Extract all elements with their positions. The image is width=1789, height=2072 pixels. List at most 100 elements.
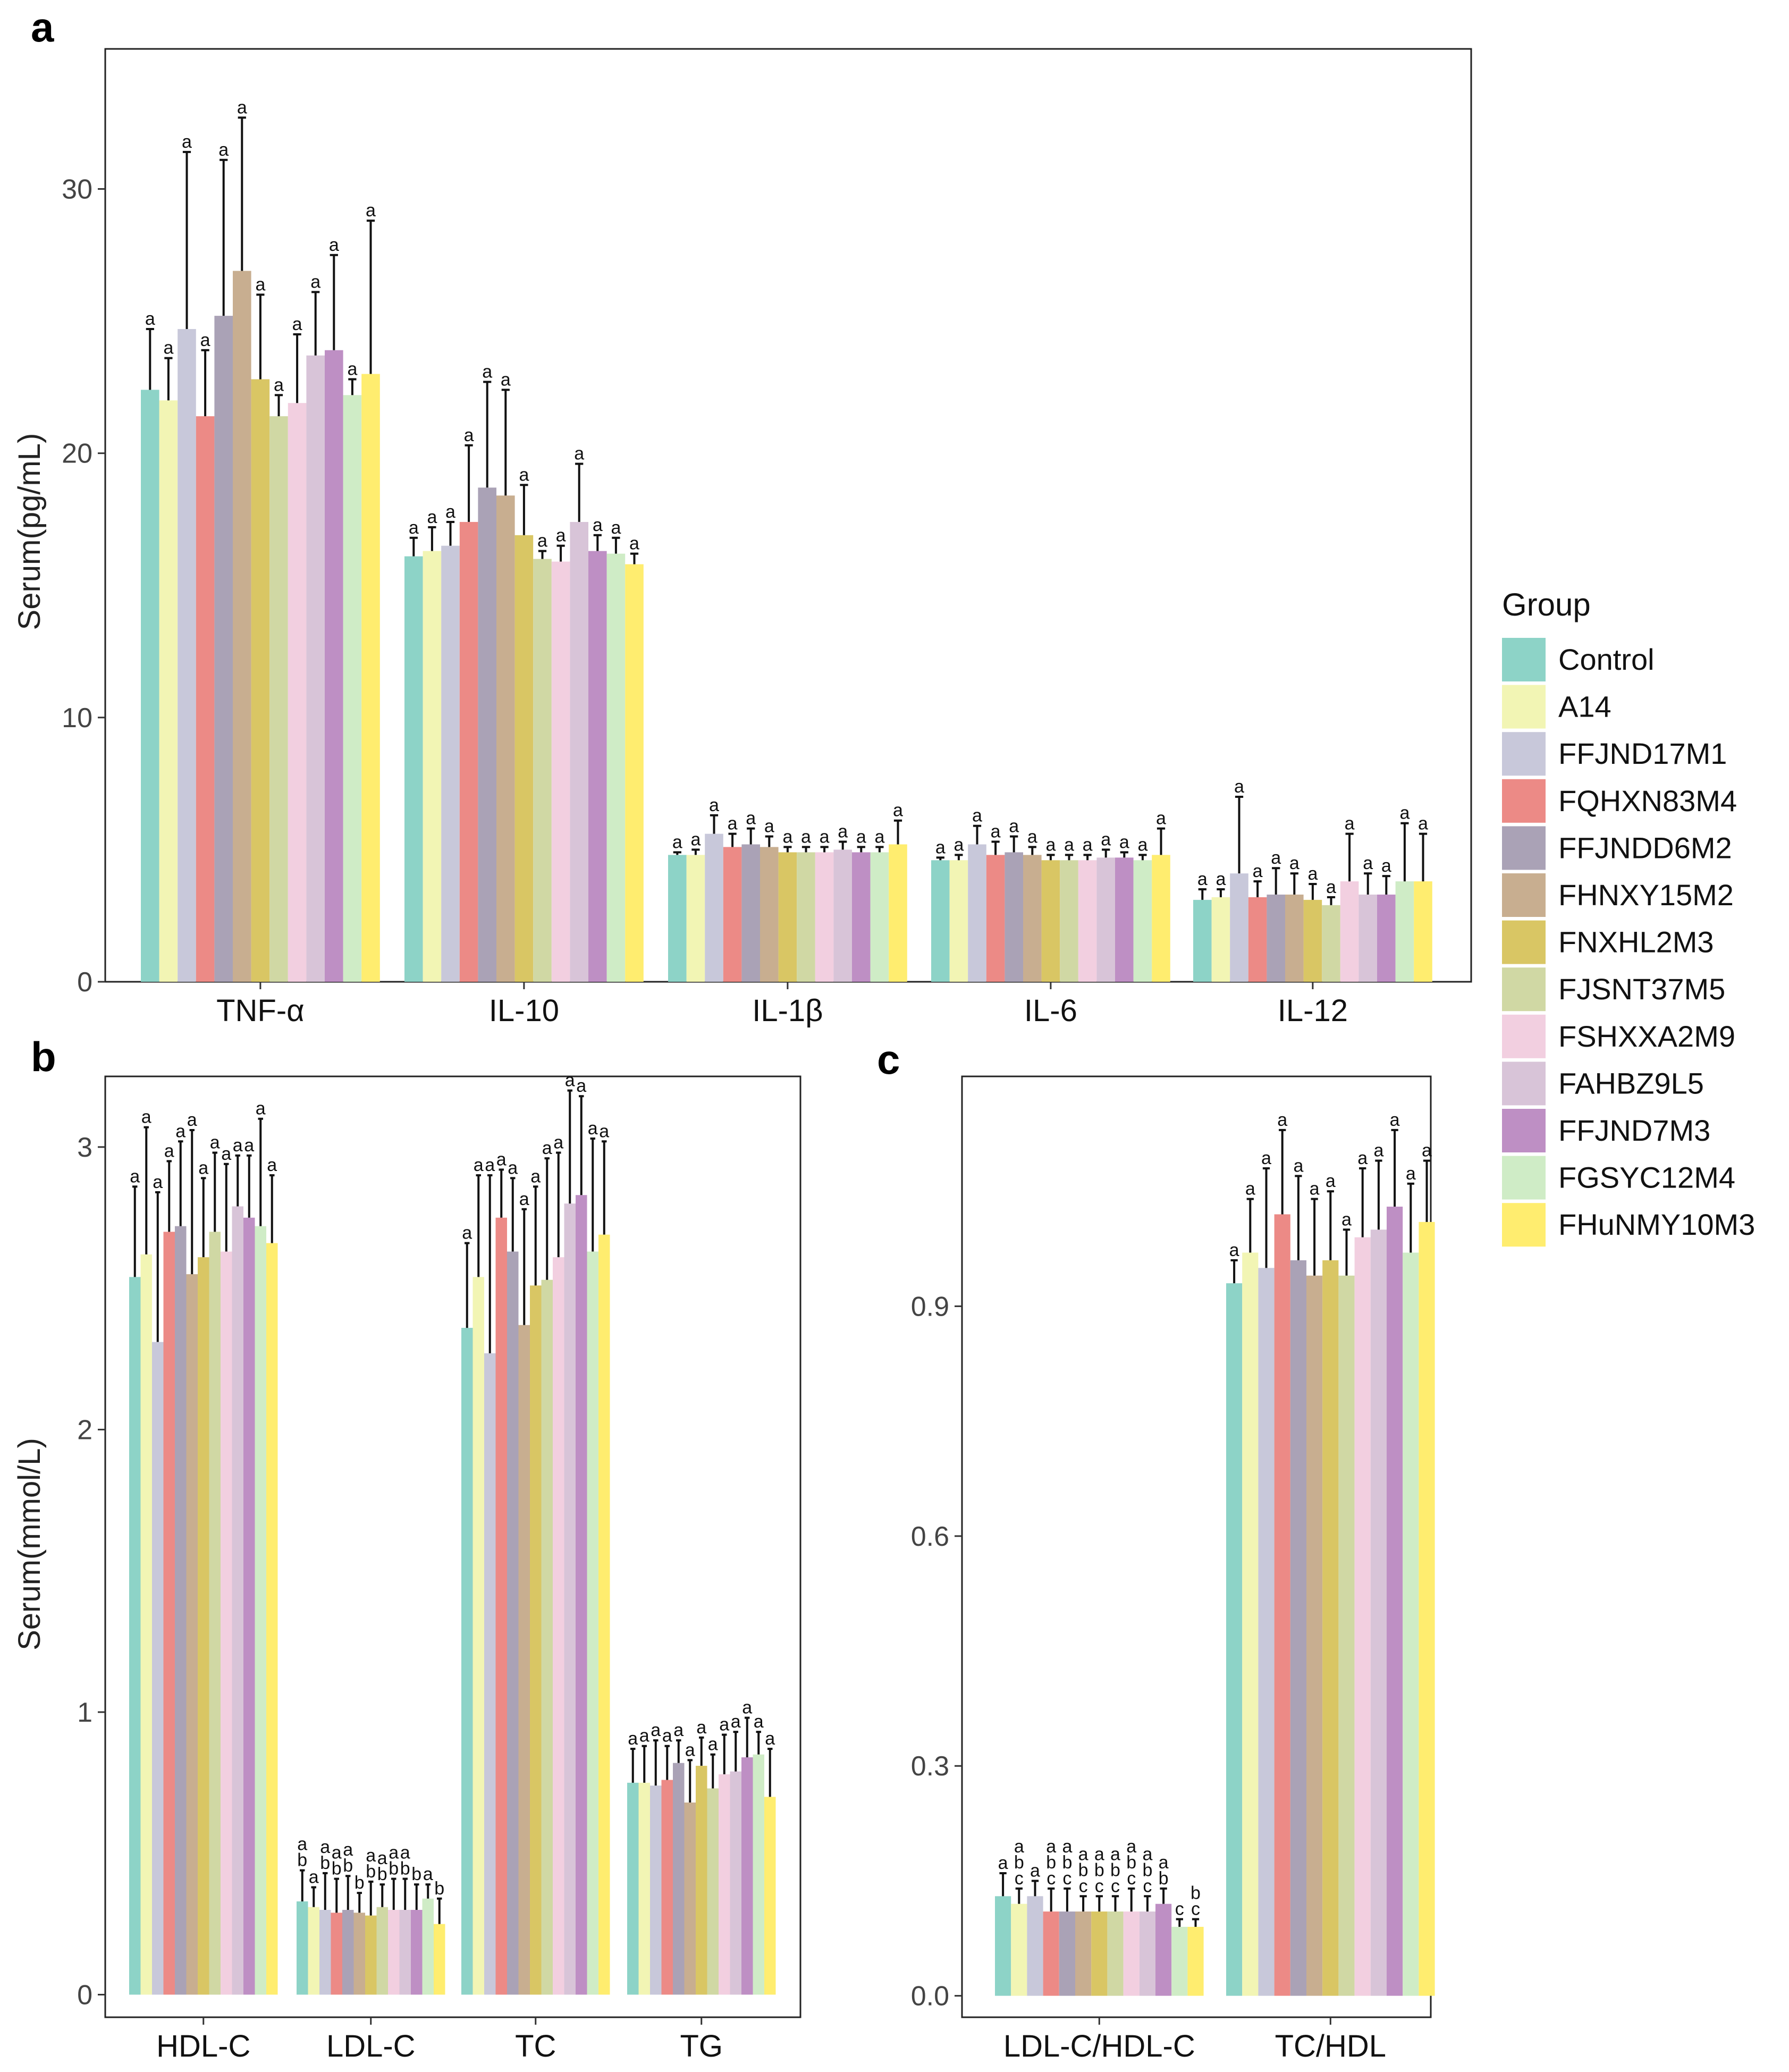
panel-a-significance-letter: a (255, 274, 265, 294)
panel-c-significance-letter: c (1175, 1899, 1184, 1919)
panel-a-significance-letter: a (1381, 856, 1391, 876)
panel-c-significance-letter: a (1062, 1837, 1072, 1857)
legend-title: Group (1502, 587, 1591, 622)
panel-a-significance-letter: a (856, 827, 866, 847)
panel-a-bar (1285, 894, 1304, 982)
panel-a-significance-letter: a (820, 827, 830, 847)
panel-a-bar (288, 403, 307, 982)
panel-b-bar (661, 1780, 673, 1995)
panel-c-significance-letter: b (1110, 1860, 1120, 1880)
panel-a-significance-letter: a (611, 518, 621, 538)
panel-b-bar (730, 1771, 741, 1995)
panel-c-significance-letter: a (1245, 1179, 1255, 1199)
panel-a-significance-letter: a (427, 507, 437, 527)
panel-a-significance-letter: a (1119, 832, 1129, 852)
panel-a-significance-letter: a (1197, 869, 1208, 889)
panel-b-significance-letter: a (221, 1144, 231, 1164)
panel-a-significance-letter: a (482, 361, 492, 382)
panel-a-bar (423, 551, 442, 982)
panel-a-significance-letter: a (1137, 835, 1147, 855)
panel-c-significance-letter: c (1191, 1899, 1200, 1919)
panel-a-category-label: TNF-α (216, 993, 305, 1028)
panel-a-bar (141, 390, 159, 982)
panel-b-bar (243, 1217, 255, 1995)
panel-c-significance-letter: b (1078, 1860, 1088, 1880)
panel-b-bar (530, 1285, 542, 1995)
legend-label: Control (1558, 643, 1655, 676)
panel-a-ytick-label: 10 (62, 703, 92, 734)
panel-b-significance-letter: a (530, 1166, 541, 1186)
panel-a-category-label: IL-6 (1024, 993, 1077, 1028)
panel-b-significance-letter: a (719, 1714, 729, 1734)
panel-b-significance-letter: a (332, 1843, 342, 1863)
panel-c-significance-letter: c (1079, 1876, 1088, 1896)
panel-b-significance-letter: a (141, 1107, 151, 1127)
panel-a-significance-letter: a (991, 822, 1001, 842)
panel-a-bar (441, 545, 460, 982)
panel-a-significance-letter: a (709, 795, 719, 815)
panel-a-significance-letter: a (1418, 814, 1428, 834)
panel-a-bar (1358, 894, 1377, 982)
panel-a-significance-letter: a (409, 518, 419, 538)
panel-b-significance-letter: b (377, 1864, 387, 1884)
panel-c-significance-letter: a (1110, 1844, 1120, 1864)
legend: Group Control A14 FFJND17M1 FQHXN83M4 FFJNDD… (1502, 587, 1755, 1247)
panel-a-bar (1414, 881, 1432, 982)
panel-c-significance-letter: a (1078, 1844, 1088, 1864)
panel-b-bar (707, 1788, 719, 1995)
panel-b-bar (576, 1195, 587, 1995)
panel-a-y-axis-title: Serum(pg/mL) (12, 433, 47, 630)
panel-a-bar (1041, 860, 1060, 982)
panel-c-significance-letter: a (1326, 1171, 1336, 1191)
legend-swatch (1502, 638, 1546, 681)
legend-label: FHuNMY10M3 (1558, 1208, 1755, 1241)
panel-b-bar (696, 1765, 707, 1995)
panel-b-bar (255, 1226, 266, 1995)
panel-b-bar (741, 1757, 753, 1995)
panel-c-significance-letter: c (1015, 1868, 1024, 1889)
panel-a-bar (551, 561, 570, 982)
panel-c-bar (1419, 1222, 1435, 1996)
panel-b-bar (472, 1277, 484, 1995)
panel-a-significance-letter: a (1345, 814, 1355, 834)
panel-a-bar (459, 521, 478, 982)
panel-b-bar (638, 1782, 650, 1995)
panel-b-significance-letter: a (576, 1076, 586, 1096)
panel-a-bar (214, 316, 233, 982)
panel-c-bar (1258, 1268, 1275, 1996)
panel-a-bar (778, 852, 797, 982)
panel-b-bar (627, 1782, 639, 1995)
panel-a-bar (1096, 857, 1115, 982)
panel-b-ytick-label: 0 (77, 1980, 92, 2010)
panel-b-significance-letter: a (485, 1155, 495, 1175)
panel-c-significance-letter: a (1357, 1148, 1368, 1168)
panel-a-bar (1060, 860, 1078, 982)
panel-b-category-label: TC (515, 2029, 556, 2063)
panel-c-significance-letter: c (1143, 1876, 1152, 1896)
panel-a-significance-letter: a (728, 814, 738, 834)
panel-a-significance-letter: a (1009, 816, 1019, 837)
panel-a-bar (760, 847, 779, 982)
panel-a-significance-letter: a (519, 465, 529, 485)
panel-a-bar (949, 860, 968, 982)
panel-c-significance-letter: a (1126, 1837, 1136, 1857)
legend-label: FSHXXA2M9 (1558, 1020, 1735, 1053)
panel-b-significance-letter: a (462, 1223, 472, 1243)
panel-b-bar (152, 1342, 164, 1995)
panel-b-significance-letter: a (673, 1720, 683, 1740)
panel-a-significance-letter: a (501, 369, 511, 390)
panel-a-bar (1322, 905, 1340, 982)
panel-a-bar (325, 350, 343, 982)
panel-b-bar (495, 1217, 507, 1995)
panel-a-bar (686, 855, 705, 982)
panel-b-bar (266, 1243, 278, 1995)
panel-a-significance-letter: a (746, 808, 756, 829)
panel-c-significance-letter: a (1310, 1179, 1320, 1199)
panel-a-bar (1023, 855, 1042, 982)
panel-a-significance-letter: a (556, 526, 566, 546)
panel-c-significance-letter: a (1341, 1209, 1352, 1229)
panel-c-significance-letter: b (1142, 1860, 1152, 1880)
panel-b-bar (484, 1353, 496, 1995)
panel-b-significance-letter: b (343, 1856, 353, 1876)
